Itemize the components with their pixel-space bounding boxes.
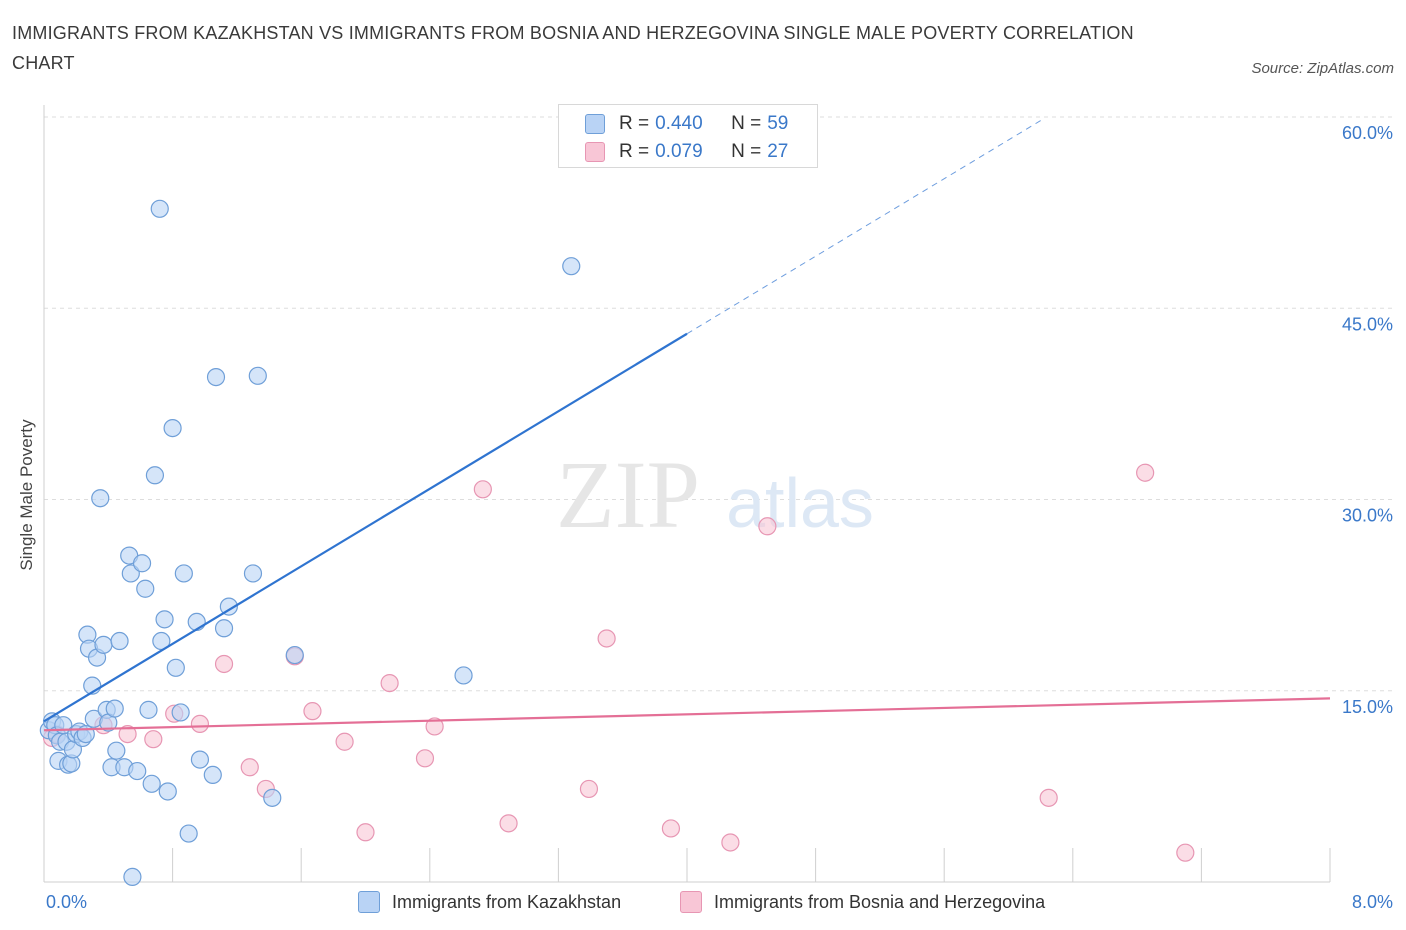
bosnia-point: [425, 717, 444, 736]
bosnia-point: [303, 702, 322, 721]
y-tick-label: 30.0%: [1342, 506, 1393, 526]
source-label: Source: ZipAtlas.com: [1251, 60, 1394, 77]
bosnia-point: [1176, 843, 1195, 862]
kazakhstan-point: [142, 774, 161, 793]
axis-layer: [43, 105, 1331, 883]
legend-n-value: 27: [767, 141, 789, 162]
bosnia-point: [473, 480, 492, 499]
kazakhstan-point: [139, 700, 158, 719]
kazakhstan-point: [214, 619, 234, 638]
bosnia-point: [597, 629, 616, 648]
kazakhstan-point: [187, 612, 206, 632]
chart-title: IMMIGRANTS FROM KAZAKHSTAN VS IMMIGRANTS…: [12, 23, 1134, 73]
bottom-legend-bosnia: Immigrants from Bosnia and Herzegovina: [680, 888, 1045, 916]
y-tick-label: 60.0%: [1342, 123, 1393, 143]
bosnia-point: [1039, 788, 1058, 807]
bosnia-point: [356, 823, 375, 842]
kazakhstan-point: [171, 703, 190, 722]
x-tick-label: 0.0%: [46, 892, 87, 912]
kazakhstan-point: [136, 579, 155, 598]
bosnia-point: [579, 779, 599, 799]
bosnia-point: [190, 714, 210, 734]
y-tick-label: 15.0%: [1342, 697, 1393, 717]
legend-n-label: N =: [731, 113, 762, 134]
bosnia-point: [499, 814, 518, 833]
legend-r-label: R =: [619, 113, 650, 134]
kazakhstan-point: [145, 466, 165, 485]
kazakhstan-point: [203, 765, 222, 785]
legend-swatch-kazakhstan: [585, 114, 605, 134]
kazakhstan-point: [166, 658, 185, 677]
kazakhstan-point: [219, 597, 238, 616]
kazakhstan-point: [163, 419, 182, 438]
kazakhstan-point: [285, 645, 304, 665]
bosnia-point: [380, 673, 399, 693]
bosnia-point: [335, 732, 354, 751]
watermark: ZIP atlas: [556, 441, 874, 548]
bosnia-point: [1136, 463, 1155, 482]
bottom-legend-swatch-bosnia: [680, 891, 702, 913]
kazakhstan-point: [190, 750, 210, 769]
trend-lines: [43, 120, 1331, 732]
kazakhstan-point: [174, 564, 193, 583]
kazakhstan-point: [454, 666, 473, 685]
kazakhstan-point: [248, 366, 267, 385]
bosnia-point: [415, 749, 435, 768]
kazakhstan-point: [158, 782, 177, 801]
kazakhstan-point: [132, 554, 152, 573]
bosnia-point: [758, 517, 777, 536]
bosnia-point: [240, 758, 259, 777]
kazakhstan-point: [91, 489, 110, 508]
series-kazakhstan-points: [39, 199, 581, 887]
kazakhstan-point: [206, 368, 226, 387]
kazakhstan-trend-extension: [686, 120, 1041, 335]
kazakhstan-point: [110, 631, 129, 651]
tick-labels: 15.0% 30.0% 45.0% 60.0% 0.0% 8.0%: [46, 123, 1393, 912]
watermark-atlas: atlas: [726, 464, 874, 542]
correlation-legend: R = 0.440 N = 59 R = 0.079 N = 27: [558, 104, 818, 168]
kazakhstan-point: [123, 867, 142, 887]
kazakhstan-point: [121, 564, 140, 583]
kazakhstan-trend-line: [43, 332, 688, 723]
kazakhstan-point: [105, 699, 124, 718]
bottom-legend-label-kazakhstan: Immigrants from Kazakhstan: [392, 891, 622, 912]
y-tick-label: 45.0%: [1342, 314, 1393, 334]
legend-r-value: 0.079: [655, 141, 703, 162]
kazakhstan-point: [94, 635, 113, 654]
kazakhstan-point: [179, 824, 198, 843]
kazakhstan-point: [263, 788, 282, 807]
legend-row-bosnia: R = 0.079 N = 27: [585, 140, 788, 164]
bosnia-point: [214, 654, 234, 674]
watermark-zip: ZIP: [556, 441, 700, 548]
bosnia-point: [661, 819, 681, 838]
legend-n-label: N =: [731, 141, 762, 162]
kazakhstan-point: [150, 199, 169, 218]
legend-r-label: R =: [619, 141, 650, 162]
legend-r-value: 0.440: [655, 113, 703, 134]
bosnia-point: [144, 730, 163, 749]
grid-layer: [44, 116, 1395, 692]
bottom-legend-label-bosnia: Immigrants from Bosnia and Herzegovina: [714, 891, 1046, 912]
kazakhstan-point: [155, 610, 174, 629]
bottom-legend-kazakhstan: Immigrants from Kazakhstan: [358, 888, 621, 916]
kazakhstan-point: [128, 761, 147, 781]
bosnia-point: [721, 833, 740, 852]
bosnia-point: [118, 724, 137, 744]
bottom-legend-swatch-kazakhstan: [358, 891, 380, 913]
kazakhstan-point: [562, 257, 581, 276]
x-tick-label: 8.0%: [1352, 892, 1393, 912]
legend-n-value: 59: [767, 113, 789, 134]
legend-row-kazakhstan: R = 0.440 N = 59: [585, 112, 788, 136]
kazakhstan-point: [243, 564, 263, 583]
kazakhstan-point: [107, 741, 126, 760]
legend-swatch-bosnia: [585, 142, 605, 162]
bosnia-trend-line: [43, 697, 1331, 732]
